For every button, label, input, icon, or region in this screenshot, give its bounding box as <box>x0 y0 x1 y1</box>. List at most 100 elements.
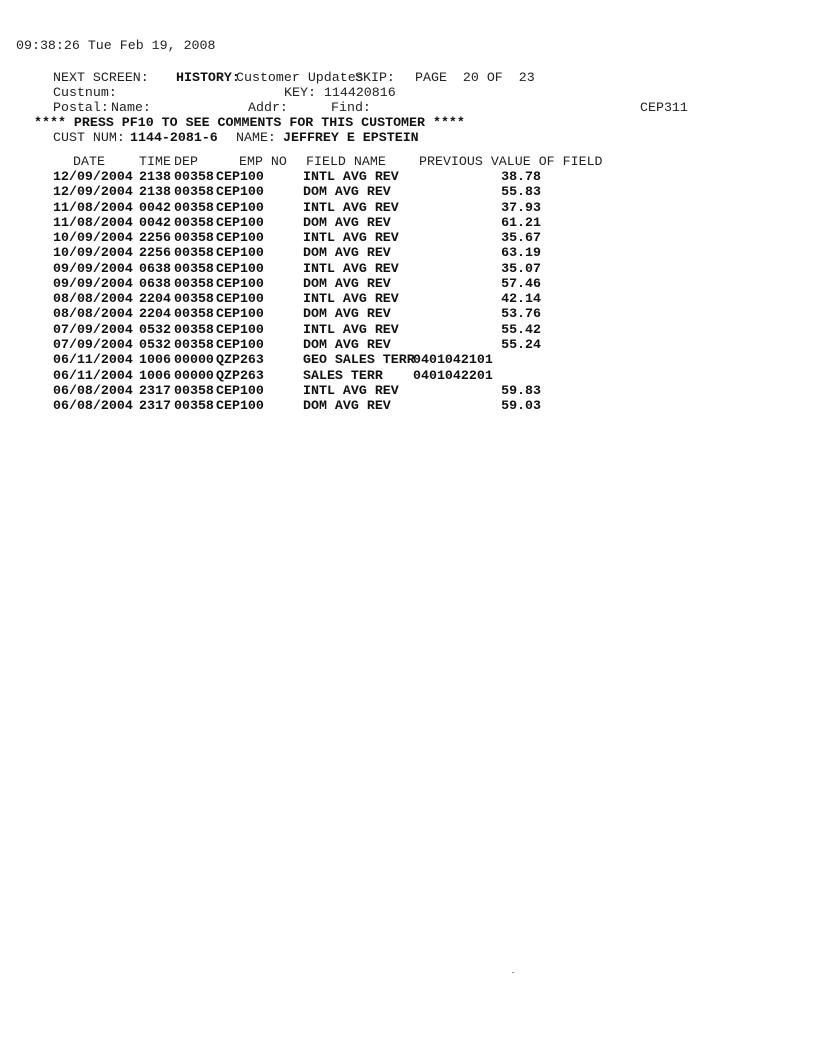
row-dep: 00358 <box>174 214 214 230</box>
row-previous-value: 0401042101 <box>413 352 493 368</box>
page-indicator: PAGE 20 OF 23 <box>415 70 535 85</box>
row-dep: 00358 <box>174 336 214 352</box>
row-emp-no: CEP100 <box>216 260 264 276</box>
col-field-name: FIELD NAME <box>306 154 386 169</box>
comments-notice: **** PRESS PF10 TO SEE COMMENTS FOR THIS… <box>34 115 465 130</box>
postal-label: Postal: <box>53 100 109 115</box>
row-time: 2204 <box>139 306 171 322</box>
row-previous-value: 59.03 <box>501 398 541 414</box>
row-time: 2204 <box>139 291 171 307</box>
row-emp-no: CEP100 <box>216 199 264 215</box>
row-field-name: INTL AVG REV <box>303 230 399 246</box>
row-previous-value: 38.78 <box>501 169 541 184</box>
row-date: 10/09/2004 <box>53 230 133 246</box>
row-date: 09/09/2004 <box>53 260 133 276</box>
row-emp-no: CEP100 <box>216 398 264 414</box>
row-dep: 00358 <box>174 230 214 246</box>
cust-num-label: CUST NUM: <box>53 130 125 145</box>
row-dep: 00358 <box>174 169 214 184</box>
row-previous-value: 57.46 <box>501 275 541 291</box>
row-previous-value: 35.07 <box>501 260 541 276</box>
row-emp-no: QZP263 <box>216 367 264 383</box>
row-field-name: DOM AVG REV <box>303 214 391 230</box>
screen-id: CEP311 <box>640 100 688 115</box>
row-date: 07/09/2004 <box>53 321 133 337</box>
row-previous-value: 59.83 <box>501 382 541 398</box>
row-date: 10/09/2004 <box>53 245 133 261</box>
col-dep: DEP <box>174 154 198 169</box>
history-label: HISTORY: <box>176 70 240 85</box>
row-dep: 00358 <box>174 291 214 307</box>
custnum-label: Custnum: <box>53 85 117 100</box>
row-emp-no: CEP100 <box>216 275 264 291</box>
row-time: 0042 <box>139 199 171 215</box>
row-time: 0638 <box>139 260 171 276</box>
row-date: 07/09/2004 <box>53 336 133 352</box>
row-time: 2256 <box>139 245 171 261</box>
row-emp-no: CEP100 <box>216 169 264 184</box>
col-previous-value: PREVIOUS VALUE OF FIELD <box>419 154 603 169</box>
row-field-name: DOM AVG REV <box>303 398 391 414</box>
row-dep: 00358 <box>174 260 214 276</box>
row-date: 11/08/2004 <box>53 199 133 215</box>
col-date: DATE <box>73 154 105 169</box>
row-field-name: SALES TERR <box>303 367 383 383</box>
row-field-name: DOM AVG REV <box>303 275 391 291</box>
row-previous-value: 42.14 <box>501 291 541 307</box>
scan-speck <box>512 972 514 973</box>
row-emp-no: CEP100 <box>216 184 264 200</box>
row-dep: 00000 <box>174 367 214 383</box>
row-emp-no: CEP100 <box>216 336 264 352</box>
skip-label: SKIP: <box>355 70 395 85</box>
next-screen-label: NEXT SCREEN: <box>53 70 149 85</box>
row-dep: 00358 <box>174 245 214 261</box>
row-field-name: INTL AVG REV <box>303 260 399 276</box>
row-time: 0532 <box>139 321 171 337</box>
row-previous-value: 55.83 <box>501 184 541 200</box>
row-emp-no: CEP100 <box>216 230 264 246</box>
row-dep: 00358 <box>174 275 214 291</box>
row-date: 06/11/2004 <box>53 367 133 383</box>
row-time: 0042 <box>139 214 171 230</box>
row-time: 2256 <box>139 230 171 246</box>
row-emp-no: QZP263 <box>216 352 264 368</box>
row-emp-no: CEP100 <box>216 382 264 398</box>
row-previous-value: 53.76 <box>501 306 541 322</box>
key-value: KEY: 114420816 <box>284 85 396 100</box>
row-dep: 00358 <box>174 306 214 322</box>
row-dep: 00358 <box>174 382 214 398</box>
row-previous-value: 63.19 <box>501 245 541 261</box>
name-label: Name: <box>111 100 151 115</box>
row-time: 1006 <box>139 367 171 383</box>
row-previous-value: 35.67 <box>501 230 541 246</box>
row-previous-value: 37.93 <box>501 199 541 215</box>
addr-label: Addr: <box>248 100 288 115</box>
row-date: 06/08/2004 <box>53 398 133 414</box>
row-emp-no: CEP100 <box>216 321 264 337</box>
row-emp-no: CEP100 <box>216 306 264 322</box>
row-dep: 00358 <box>174 398 214 414</box>
row-time: 2317 <box>139 398 171 414</box>
row-previous-value: 0401042201 <box>413 367 493 383</box>
row-date: 06/11/2004 <box>53 352 133 368</box>
row-dep: 00358 <box>174 199 214 215</box>
cust-num-value: 1144-2081-6 <box>130 130 218 145</box>
row-emp-no: CEP100 <box>216 214 264 230</box>
row-date: 11/08/2004 <box>53 214 133 230</box>
row-time: 2317 <box>139 382 171 398</box>
timestamp: 09:38:26 Tue Feb 19, 2008 <box>16 38 216 53</box>
col-time: TIME <box>139 154 171 169</box>
row-emp-no: CEP100 <box>216 291 264 307</box>
row-date: 08/08/2004 <box>53 306 133 322</box>
row-previous-value: 55.24 <box>501 336 541 352</box>
row-field-name: INTL AVG REV <box>303 321 399 337</box>
row-date: 09/09/2004 <box>53 275 133 291</box>
row-field-name: INTL AVG REV <box>303 382 399 398</box>
row-field-name: DOM AVG REV <box>303 336 391 352</box>
row-previous-value: 61.21 <box>501 214 541 230</box>
row-emp-no: CEP100 <box>216 245 264 261</box>
find-label: Find: <box>331 100 371 115</box>
row-dep: 00358 <box>174 321 214 337</box>
row-date: 08/08/2004 <box>53 291 133 307</box>
